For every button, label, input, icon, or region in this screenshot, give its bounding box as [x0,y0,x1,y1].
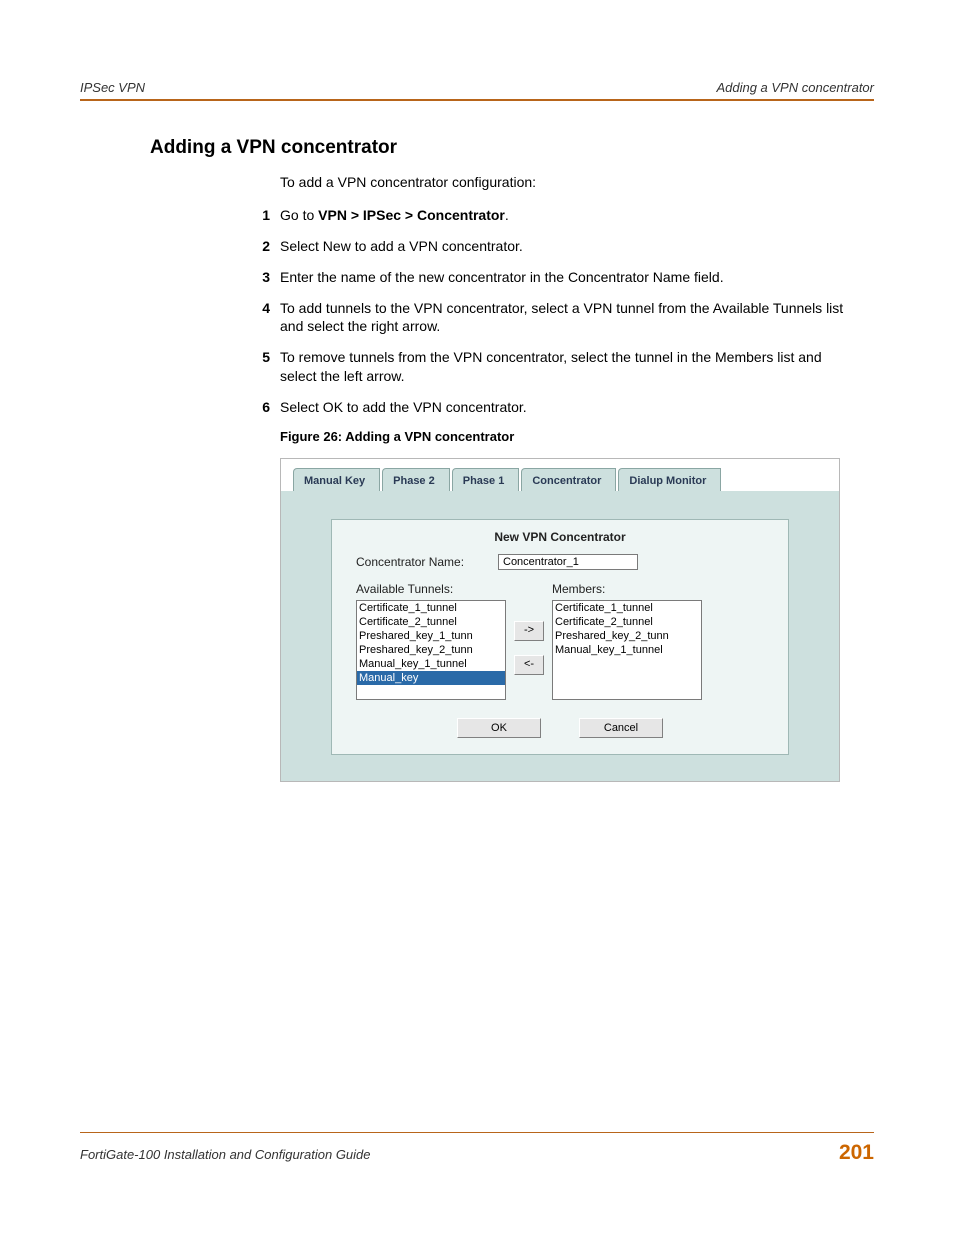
figure-caption: Figure 26: Adding a VPN concentrator [280,429,874,444]
tab-phase-1[interactable]: Phase 1 [452,468,520,491]
members-col: Members: Certificate_1_tunnel Certificat… [552,582,702,700]
dual-list: Available Tunnels: Certificate_1_tunnel … [332,582,788,700]
step-1-pre: Go to [280,207,318,223]
members-list[interactable]: Certificate_1_tunnel Certificate_2_tunne… [552,600,702,700]
header-rule [80,99,874,101]
footer-rule [80,1132,874,1133]
panel-title: New VPN Concentrator [332,520,788,554]
list-item[interactable]: Manual_key_1_tunnel [357,657,505,671]
list-item[interactable]: Preshared_key_1_tunn [357,629,505,643]
step-2: Select New to add a VPN concentrator. [260,237,874,256]
intro-text: To add a VPN concentrator configuration: [280,173,874,192]
panel-buttons: OK Cancel [332,718,788,738]
tab-manual-key[interactable]: Manual Key [293,468,380,491]
header-left: IPSec VPN [80,80,145,95]
tab-concentrator[interactable]: Concentrator [521,468,616,491]
available-tunnels-list[interactable]: Certificate_1_tunnel Certificate_2_tunne… [356,600,506,700]
step-6: Select OK to add the VPN concentrator. [260,398,874,417]
concentrator-panel: New VPN Concentrator Concentrator Name: … [331,519,789,755]
steps-list: Go to VPN > IPSec > Concentrator. Select… [260,206,874,417]
section-title: Adding a VPN concentrator [150,137,874,159]
members-label: Members: [552,582,702,596]
ui-body: New VPN Concentrator Concentrator Name: … [281,491,839,781]
page-number: 201 [839,1141,874,1165]
list-item[interactable]: Certificate_1_tunnel [357,601,505,615]
tab-bar: Manual Key Phase 2 Phase 1 Concentrator … [281,459,839,491]
available-col: Available Tunnels: Certificate_1_tunnel … [356,582,506,700]
list-item[interactable]: Preshared_key_2_tunn [357,643,505,657]
available-label: Available Tunnels: [356,582,506,596]
cancel-button[interactable]: Cancel [579,718,663,738]
list-item[interactable]: Preshared_key_2_tunn [553,629,701,643]
step-4: To add tunnels to the VPN concentrator, … [260,299,874,337]
step-5: To remove tunnels from the VPN concentra… [260,348,874,386]
name-row: Concentrator Name: [332,554,788,582]
step-1-path: VPN > IPSec > Concentrator [318,207,505,223]
step-1-post: . [505,207,509,223]
move-right-button[interactable]: -> [514,621,544,641]
move-left-button[interactable]: <- [514,655,544,675]
header-right: Adding a VPN concentrator [716,80,874,95]
step-3: Enter the name of the new concentrator i… [260,268,874,287]
footer-guide-title: FortiGate-100 Installation and Configura… [80,1147,371,1162]
arrow-col: -> <- [514,582,544,700]
name-label: Concentrator Name: [356,555,486,569]
list-item[interactable]: Certificate_2_tunnel [357,615,505,629]
list-item[interactable]: Certificate_2_tunnel [553,615,701,629]
vpn-concentrator-ui: Manual Key Phase 2 Phase 1 Concentrator … [280,458,840,782]
list-item-selected[interactable]: Manual_key [357,671,505,685]
running-header: IPSec VPN Adding a VPN concentrator [80,80,874,95]
page-footer: FortiGate-100 Installation and Configura… [80,1132,874,1165]
tab-phase-2[interactable]: Phase 2 [382,468,450,491]
tab-dialup-monitor[interactable]: Dialup Monitor [618,468,721,491]
step-1: Go to VPN > IPSec > Concentrator. [260,206,874,225]
ok-button[interactable]: OK [457,718,541,738]
list-item[interactable]: Manual_key_1_tunnel [553,643,701,657]
concentrator-name-input[interactable] [498,554,638,570]
list-item[interactable]: Certificate_1_tunnel [553,601,701,615]
